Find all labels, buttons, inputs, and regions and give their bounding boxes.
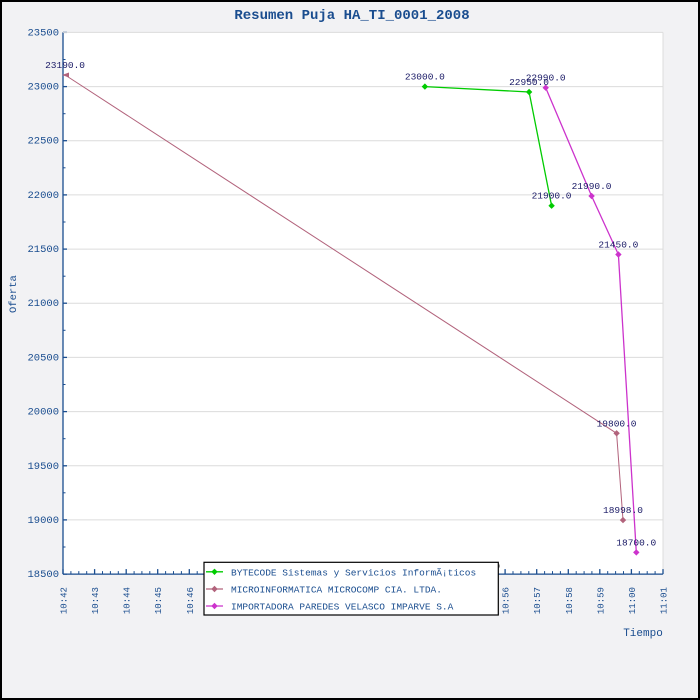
- svg-text:10:46: 10:46: [186, 587, 196, 614]
- svg-text:Resumen Puja HA_TI_0001_2008: Resumen Puja HA_TI_0001_2008: [234, 8, 469, 24]
- svg-text:20000: 20000: [27, 407, 59, 419]
- svg-text:10:58: 10:58: [565, 587, 575, 614]
- svg-text:18500: 18500: [27, 569, 59, 581]
- svg-text:19000: 19000: [27, 515, 59, 527]
- svg-text:23500: 23500: [27, 27, 59, 39]
- svg-text:21000: 21000: [27, 298, 59, 310]
- svg-text:21990.0: 21990.0: [572, 181, 612, 192]
- svg-text:11:00: 11:00: [628, 587, 638, 614]
- svg-text:10:42: 10:42: [60, 587, 70, 614]
- svg-text:MICROINFORMATICA MICROCOMP CIA: MICROINFORMATICA MICROCOMP CIA. LTDA.: [231, 585, 442, 596]
- svg-text:18998.0: 18998.0: [603, 505, 643, 516]
- svg-text:22500: 22500: [27, 136, 59, 148]
- svg-text:10:45: 10:45: [154, 587, 164, 614]
- svg-text:Tiempo: Tiempo: [623, 628, 663, 640]
- svg-text:Oferta: Oferta: [8, 275, 20, 313]
- svg-text:23000.0: 23000.0: [405, 72, 445, 83]
- svg-text:22990.0: 22990.0: [526, 73, 566, 84]
- svg-text:19800.0: 19800.0: [597, 418, 637, 429]
- svg-text:21900.0: 21900.0: [532, 191, 572, 202]
- svg-text:18700.0: 18700.0: [616, 537, 656, 548]
- svg-text:23190.0: 23190.0: [45, 60, 85, 71]
- svg-text:19500: 19500: [27, 461, 59, 473]
- svg-text:10:59: 10:59: [596, 587, 606, 614]
- svg-text:10:56: 10:56: [502, 587, 512, 614]
- svg-text:10:57: 10:57: [533, 587, 543, 614]
- svg-text:10:43: 10:43: [91, 587, 101, 614]
- svg-text:23000: 23000: [27, 82, 59, 94]
- svg-text:20500: 20500: [27, 352, 59, 364]
- svg-text:22000: 22000: [27, 190, 59, 202]
- svg-text:BYTECODE Sistemas y Servicios: BYTECODE Sistemas y Servicios InformÃ¡ti…: [231, 567, 476, 578]
- svg-text:11:01: 11:01: [660, 587, 670, 614]
- svg-text:IMPORTADORA PAREDES VELASCO IM: IMPORTADORA PAREDES VELASCO IMPARVE S.A: [231, 602, 454, 613]
- svg-text:21450.0: 21450.0: [598, 240, 638, 251]
- svg-text:21500: 21500: [27, 244, 59, 256]
- svg-text:10:44: 10:44: [123, 587, 133, 614]
